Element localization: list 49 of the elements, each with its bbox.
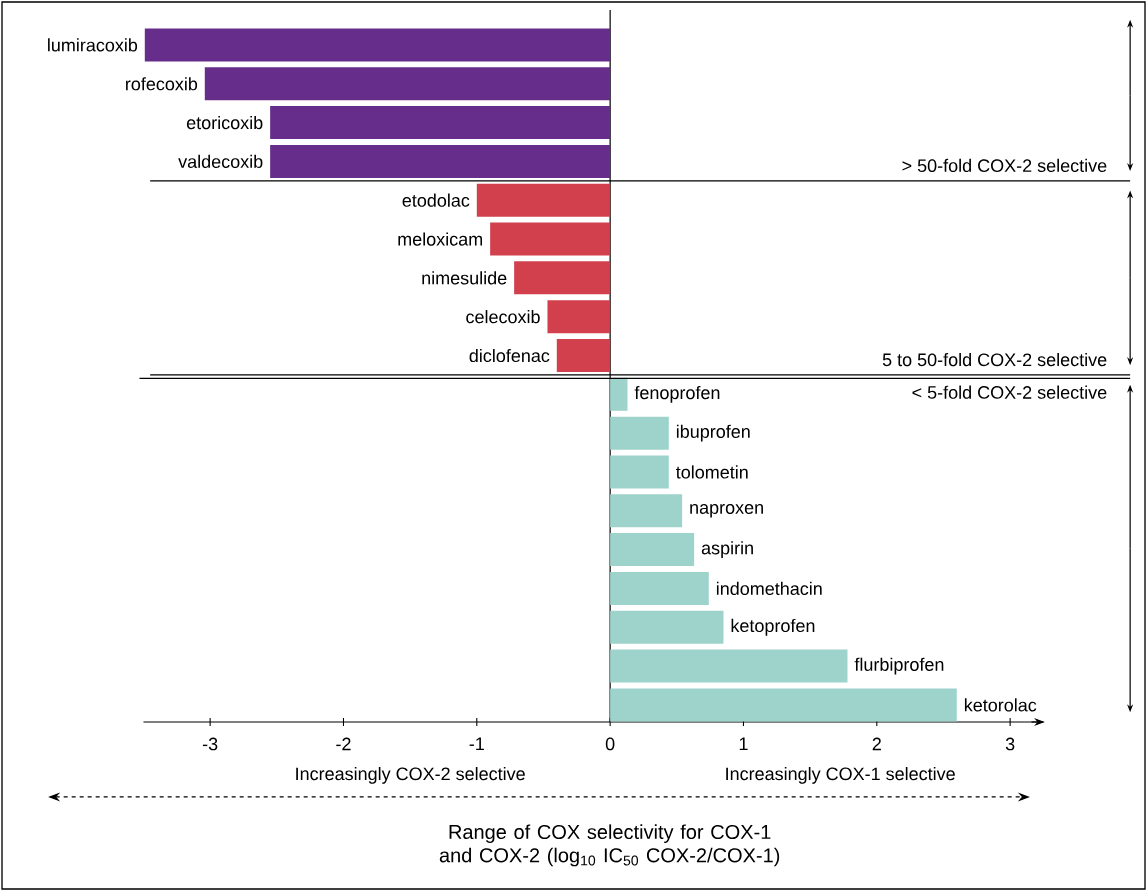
bar [610, 377, 628, 411]
x-tick-label: 0 [605, 737, 615, 751]
bar [144, 28, 611, 62]
bar [610, 610, 724, 644]
annotation: > 50-fold COX-2 selective [902, 158, 1107, 173]
y-tick-label: flurbiprofen [854, 657, 944, 675]
y-tick-label: ibuprofen [676, 424, 750, 442]
y-tick-label: aspirin [701, 541, 753, 559]
y-tick-label: diclofenac [469, 348, 550, 363]
bar [204, 67, 611, 101]
y-tick-label: naproxen [690, 504, 763, 518]
y-tick-label: valdecoxib [178, 154, 263, 168]
y-tick-label: meloxicam [398, 232, 482, 246]
x-axis-title: Range of COX selectivity for COX-1 and COX-2 (log$_{10}$ IC$_{50}$ COX-2/COX-1) [439, 824, 780, 867]
bar [610, 571, 709, 605]
y-tick-label: etoricoxib [186, 115, 263, 130]
annotation: 5 to 50-fold COX-2 selective [882, 352, 1107, 367]
x-tick-label: -2 [336, 737, 351, 751]
bar [490, 222, 611, 256]
bar [547, 300, 611, 334]
y-tick-label: ketorolac [964, 698, 1037, 712]
y-tick-label: ketoprofen [731, 618, 815, 636]
bar [556, 339, 611, 373]
y-tick-label: nimesulide [422, 271, 507, 285]
bar [476, 183, 611, 217]
y-tick-label: tolometin [676, 465, 748, 479]
text: Increasingly COX-2 selective [296, 766, 525, 784]
y-tick-label: etodolac [402, 193, 470, 207]
y-tick-label: lumiracoxib [48, 38, 138, 52]
bar [610, 455, 669, 489]
bar [610, 416, 669, 450]
y-tick-label: rofecoxib [126, 77, 198, 91]
annotation: < 5-fold COX-2 selective [912, 385, 1107, 399]
x-tick-label: -3 [202, 737, 218, 751]
x-tick-label: -1 [469, 737, 484, 750]
x-tick-label: 1 [739, 737, 748, 750]
y-tick-label: fenoprofen [634, 385, 720, 403]
x-tick-label: 2 [872, 737, 881, 751]
y-tick-label: celecoxib [466, 310, 540, 324]
text: Increasingly COX-1 selective [726, 766, 955, 784]
x-tick-label: 3 [1005, 737, 1015, 751]
bar [610, 688, 957, 722]
bar [610, 649, 848, 683]
bar [270, 144, 611, 178]
bar [610, 494, 683, 528]
y-tick-label: indomethacin [716, 581, 822, 596]
bar [270, 106, 611, 140]
bar [610, 533, 695, 567]
bar [514, 261, 611, 295]
